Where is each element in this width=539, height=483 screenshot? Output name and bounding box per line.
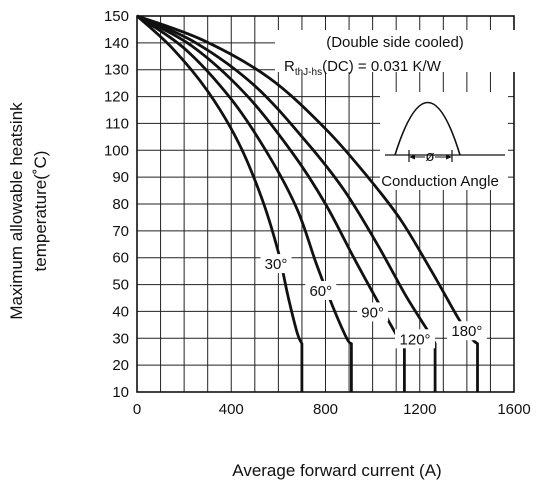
conduction-angle-label: Conduction Angle	[381, 173, 499, 190]
y-tick-label: 60	[112, 250, 129, 267]
y-tick-label: 130	[104, 62, 129, 79]
x-tick-label: 400	[219, 401, 244, 418]
y-axis-title-line1: Maximum allowable heatsink	[7, 102, 26, 320]
x-tick-label: 1200	[403, 401, 436, 418]
series-line	[136, 14, 437, 392]
series-label: 90°	[361, 304, 384, 321]
series-label-bg	[357, 302, 389, 322]
y-tick-label: 110	[105, 115, 129, 132]
y-tick-label: 120	[104, 89, 129, 106]
series-label: 180°	[451, 323, 482, 340]
y-tick-label: 150	[104, 8, 129, 25]
series-label-bg	[305, 280, 337, 300]
series-labels: 30° 60° 90° 120° 180°	[260, 254, 487, 349]
x-tick-label: 1600	[497, 401, 530, 418]
series-line	[136, 14, 304, 392]
series-label-bg	[446, 321, 487, 341]
y-tick-label: 20	[112, 357, 129, 374]
cooling-note: (Double side cooled)	[326, 34, 464, 51]
x-tick-label: 0	[133, 401, 141, 418]
y-tick-label: 50	[112, 277, 129, 294]
x-axis-title: Average forward current (A)	[232, 461, 441, 480]
y-tick-label: 80	[112, 196, 129, 213]
series-line	[136, 14, 406, 392]
rth-note: RthJ-hs(DC) = 0.031 K/W	[284, 58, 442, 78]
x-tick-labels: 0 400 800 1200 1600	[133, 401, 531, 418]
y-tick-label: 40	[112, 303, 129, 320]
series-label: 60°	[309, 283, 332, 300]
x-tick-label: 800	[313, 401, 338, 418]
series-label: 30°	[265, 256, 288, 273]
series-label: 120°	[400, 331, 431, 348]
plot-frame	[136, 15, 515, 393]
phi-symbol: ø	[425, 148, 434, 165]
y-axis-title: Maximum allowable heatsink temperature(˚…	[7, 102, 50, 320]
y-tick-labels: 10 20 30 40 50 60 70 80 90 100 110 120 130 140 150	[104, 8, 129, 401]
y-tick-label: 100	[104, 142, 129, 159]
y-tick-label: 30	[112, 330, 129, 347]
y-axis-title-line2: temperature(˚C)	[31, 151, 50, 272]
y-tick-label: 10	[112, 384, 129, 401]
series-label-bg	[260, 254, 292, 274]
series-label-bg	[395, 329, 436, 349]
y-tick-label: 140	[104, 35, 129, 52]
y-tick-label: 70	[112, 223, 129, 240]
series-line	[136, 14, 353, 392]
conduction-angle-inset: ø Conduction Angle	[380, 92, 508, 190]
annotation-box: (Double side cooled) RthJ-hs(DC) = 0.031…	[275, 30, 515, 78]
y-tick-label: 90	[112, 169, 129, 186]
